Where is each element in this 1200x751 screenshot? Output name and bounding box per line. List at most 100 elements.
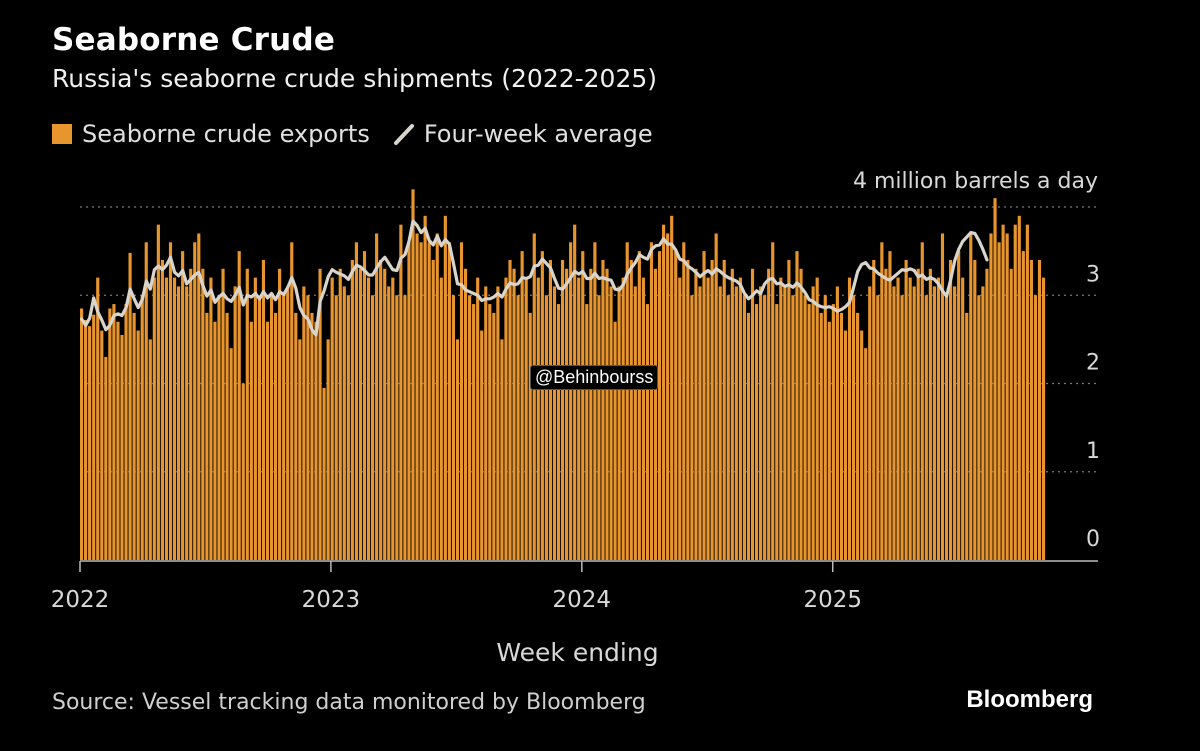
bar (181, 251, 185, 561)
y-tick-label: 2 (1086, 351, 1100, 376)
chart-title: Seaborne Crude (52, 22, 336, 58)
bar (653, 268, 658, 560)
bar (459, 242, 464, 561)
bar (484, 286, 488, 560)
bar (581, 251, 585, 561)
bar (904, 259, 908, 560)
bar (843, 330, 848, 560)
x-tick-label: 2022 (51, 587, 110, 613)
bar (540, 251, 544, 561)
bar (302, 286, 306, 560)
bar (217, 295, 221, 560)
legend-bars-label: Seaborne crude exports (82, 120, 370, 148)
bar (989, 233, 993, 560)
bar (108, 308, 112, 560)
bar (350, 259, 354, 560)
bar (779, 277, 783, 560)
bar (290, 242, 294, 561)
bar (912, 286, 916, 560)
bar (383, 268, 387, 560)
bar (508, 259, 512, 560)
bar (407, 242, 411, 561)
bar (221, 268, 225, 560)
bloomberg-logo: Bloomberg (966, 686, 1093, 713)
bar (399, 224, 403, 560)
bar (916, 268, 920, 560)
bar (294, 312, 298, 560)
bar (771, 242, 775, 561)
bar (763, 295, 767, 560)
y-tick-label: 3 (1086, 262, 1100, 287)
bar (791, 295, 795, 560)
bar (116, 321, 120, 560)
bar (536, 277, 540, 560)
bar (492, 312, 496, 560)
bar (124, 304, 128, 560)
bar (177, 286, 181, 560)
bar (847, 277, 852, 560)
bar (856, 312, 860, 560)
bar (144, 242, 148, 561)
bar (476, 277, 480, 560)
bar (387, 286, 391, 560)
bar (613, 321, 617, 560)
bar (750, 268, 755, 560)
bar (803, 295, 807, 560)
legend-line-icon (393, 124, 414, 145)
bar (953, 286, 957, 560)
bar (629, 259, 633, 560)
bar (573, 224, 577, 560)
bar (1017, 215, 1021, 560)
bar (961, 277, 965, 560)
legend-bar-swatch (52, 124, 72, 144)
bar (977, 295, 981, 560)
bar (257, 295, 261, 560)
bar (168, 242, 173, 561)
bar (617, 286, 621, 560)
bar (455, 339, 460, 561)
bar (775, 304, 779, 560)
bar (706, 277, 710, 560)
bar (714, 233, 718, 560)
bar (447, 242, 451, 561)
bar (205, 312, 209, 560)
bar (278, 268, 282, 560)
bar (403, 295, 407, 560)
bar (322, 387, 326, 560)
bar (997, 242, 1001, 561)
bar (605, 268, 609, 560)
bar (560, 259, 565, 560)
bar (346, 295, 350, 560)
bar (823, 295, 827, 560)
source-note: Source: Vessel tracking data monitored b… (52, 690, 646, 715)
bar (601, 259, 605, 560)
bar (872, 259, 876, 560)
legend-line-label: Four-week average (423, 120, 653, 148)
bar (807, 304, 811, 560)
bar (152, 277, 156, 560)
bar (84, 319, 88, 560)
top-annotation: 4 million barrels a day (853, 169, 1098, 194)
bar (354, 242, 358, 561)
bar (710, 259, 714, 560)
bar (282, 295, 286, 560)
bar (957, 251, 961, 561)
bar (306, 295, 310, 560)
bar (1029, 259, 1033, 560)
bar (128, 252, 132, 560)
bar (148, 339, 152, 561)
bar (435, 233, 439, 560)
bar (104, 357, 108, 560)
bar (136, 330, 140, 560)
bar (924, 295, 928, 560)
bar (670, 215, 674, 560)
bar (892, 286, 896, 560)
bar (342, 286, 346, 560)
bar (641, 277, 645, 560)
bar (544, 295, 548, 560)
bar (443, 215, 447, 560)
bar (589, 268, 593, 560)
bar (427, 242, 431, 561)
bar (274, 312, 278, 560)
